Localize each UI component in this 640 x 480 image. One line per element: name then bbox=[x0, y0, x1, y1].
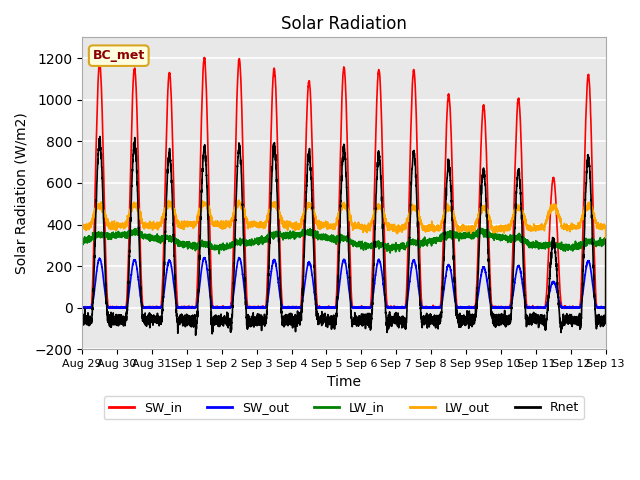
Y-axis label: Solar Radiation (W/m2): Solar Radiation (W/m2) bbox=[15, 112, 29, 274]
Rnet bbox=[602, 237, 609, 242]
LW_out bbox=[78, 226, 86, 231]
X-axis label: Time: Time bbox=[327, 374, 361, 389]
SW_in bbox=[173, 281, 180, 287]
Rnet bbox=[602, 315, 609, 321]
LW_in bbox=[477, 226, 484, 231]
Rnet bbox=[96, 133, 104, 139]
LW_in bbox=[172, 240, 180, 246]
SW_in bbox=[79, 305, 86, 311]
LW_out bbox=[172, 214, 180, 219]
SW_out bbox=[461, 304, 469, 310]
Line: LW_in: LW_in bbox=[82, 228, 605, 254]
Rnet bbox=[461, 318, 469, 324]
LW_out bbox=[491, 230, 499, 236]
Line: Rnet: Rnet bbox=[82, 136, 605, 335]
LW_in bbox=[602, 237, 609, 242]
LW_out bbox=[602, 305, 609, 311]
Text: BC_met: BC_met bbox=[93, 49, 145, 62]
SW_out bbox=[491, 305, 499, 311]
LW_in bbox=[324, 236, 332, 242]
Legend: SW_in, SW_out, LW_in, LW_out, Rnet: SW_in, SW_out, LW_in, LW_out, Rnet bbox=[104, 396, 584, 419]
SW_out bbox=[602, 305, 609, 311]
Line: LW_out: LW_out bbox=[82, 200, 605, 308]
SW_out bbox=[172, 300, 180, 305]
LW_in bbox=[432, 239, 440, 245]
Line: SW_in: SW_in bbox=[82, 58, 605, 308]
Line: SW_out: SW_out bbox=[82, 258, 605, 308]
LW_in bbox=[461, 229, 469, 235]
SW_in bbox=[200, 55, 208, 60]
Title: Solar Radiation: Solar Radiation bbox=[281, 15, 407, 33]
SW_in bbox=[78, 304, 86, 310]
SW_in bbox=[602, 304, 609, 310]
Rnet bbox=[78, 314, 86, 320]
LW_out bbox=[324, 224, 332, 230]
SW_in bbox=[491, 305, 499, 311]
SW_in bbox=[433, 304, 440, 310]
Rnet bbox=[433, 317, 440, 323]
LW_out bbox=[432, 224, 440, 230]
Rnet bbox=[173, 307, 180, 312]
SW_out bbox=[78, 305, 86, 311]
SW_out bbox=[324, 305, 332, 311]
Rnet bbox=[192, 332, 200, 338]
LW_out bbox=[602, 223, 609, 228]
LW_in bbox=[216, 251, 223, 257]
SW_in bbox=[461, 305, 469, 311]
Rnet bbox=[491, 317, 499, 323]
LW_in bbox=[491, 231, 499, 237]
LW_in bbox=[602, 237, 609, 242]
SW_out bbox=[602, 304, 609, 310]
LW_in bbox=[78, 240, 86, 245]
SW_in bbox=[602, 305, 609, 311]
SW_out bbox=[200, 255, 208, 261]
SW_out bbox=[432, 305, 440, 311]
LW_out bbox=[461, 227, 469, 232]
SW_in bbox=[324, 305, 332, 311]
Rnet bbox=[324, 317, 332, 323]
LW_out bbox=[235, 197, 243, 203]
